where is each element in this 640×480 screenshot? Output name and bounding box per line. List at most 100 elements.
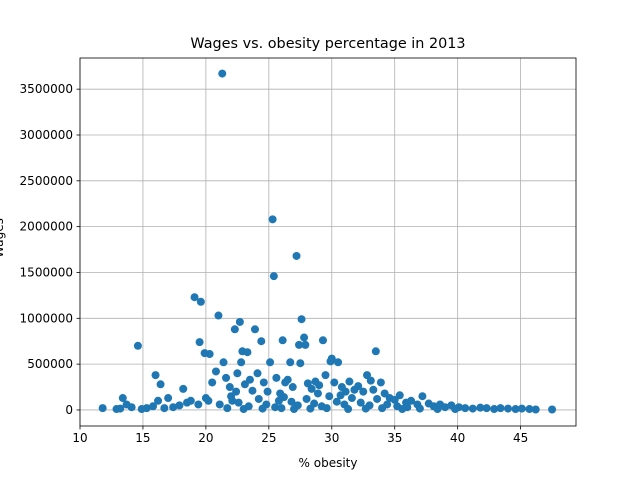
y-tick-label: 3000000: [20, 128, 73, 142]
x-tick-label: 35: [387, 431, 402, 445]
point: [196, 297, 205, 306]
point: [232, 387, 241, 396]
point: [208, 378, 217, 387]
point: [215, 400, 224, 409]
point: [271, 403, 280, 412]
point: [369, 385, 378, 394]
point: [116, 404, 125, 413]
point: [219, 358, 228, 367]
point: [245, 375, 254, 384]
x-tick-label: 30: [324, 431, 339, 445]
point: [347, 394, 356, 403]
y-tick-label: 500000: [27, 357, 73, 371]
point: [194, 400, 203, 409]
point: [307, 384, 316, 393]
point: [418, 392, 427, 401]
point: [290, 405, 299, 414]
point: [186, 396, 195, 405]
point: [313, 389, 322, 398]
point: [288, 383, 297, 392]
point: [315, 381, 324, 390]
point: [274, 396, 283, 405]
y-tick-label: 0: [65, 403, 73, 417]
point: [235, 317, 244, 326]
x-tick-label: 20: [198, 431, 213, 445]
point: [257, 337, 266, 346]
point: [451, 405, 460, 414]
y-tick-label: 2500000: [20, 174, 73, 188]
point: [292, 251, 301, 260]
y-tick-label: 3500000: [20, 82, 73, 96]
point: [504, 404, 513, 413]
point: [354, 382, 363, 391]
x-tick-label: 15: [135, 431, 150, 445]
point: [407, 396, 416, 405]
point: [373, 394, 382, 403]
y-tick-label: 1000000: [20, 311, 73, 325]
point: [254, 394, 263, 403]
point: [218, 69, 227, 78]
point: [326, 357, 335, 366]
point: [496, 404, 505, 413]
point: [306, 404, 315, 413]
point: [297, 315, 306, 324]
point: [482, 404, 491, 413]
point: [476, 403, 485, 412]
point: [356, 398, 365, 407]
point: [223, 404, 232, 413]
point: [164, 394, 173, 403]
point: [415, 404, 424, 413]
chart-title: Wages vs. obesity percentage in 2013: [190, 36, 465, 52]
point: [344, 405, 353, 414]
point: [266, 358, 275, 367]
point: [250, 325, 259, 334]
point: [269, 272, 278, 281]
point: [321, 371, 330, 380]
point: [548, 405, 557, 414]
point: [468, 404, 477, 413]
point: [272, 373, 281, 382]
point: [525, 405, 534, 414]
point: [433, 405, 442, 414]
point: [175, 401, 184, 410]
point: [151, 371, 160, 380]
x-tick-label: 10: [72, 431, 87, 445]
point: [263, 387, 272, 396]
point: [233, 369, 242, 378]
point: [286, 358, 295, 367]
point: [330, 378, 339, 387]
point: [283, 375, 292, 384]
point: [371, 347, 380, 356]
point: [239, 405, 248, 414]
point: [127, 403, 136, 412]
point: [156, 380, 165, 389]
point: [258, 404, 267, 413]
point: [277, 404, 286, 413]
plot-frame: [79, 57, 577, 427]
point: [205, 350, 214, 359]
point: [204, 396, 213, 405]
point: [359, 387, 368, 396]
point: [378, 404, 387, 413]
point: [133, 341, 142, 350]
point: [332, 397, 341, 406]
y-axis-label: Wages: [0, 218, 6, 258]
point: [361, 404, 370, 413]
point: [301, 340, 310, 349]
point: [336, 391, 345, 400]
point: [490, 405, 499, 414]
point: [376, 378, 385, 387]
point: [237, 358, 246, 367]
y-tick-label: 2000000: [20, 220, 73, 234]
point: [300, 333, 309, 342]
point: [225, 383, 234, 392]
point: [230, 325, 239, 334]
point: [296, 359, 305, 368]
point: [325, 392, 334, 401]
point: [395, 391, 404, 400]
point: [259, 378, 268, 387]
point: [154, 396, 163, 405]
